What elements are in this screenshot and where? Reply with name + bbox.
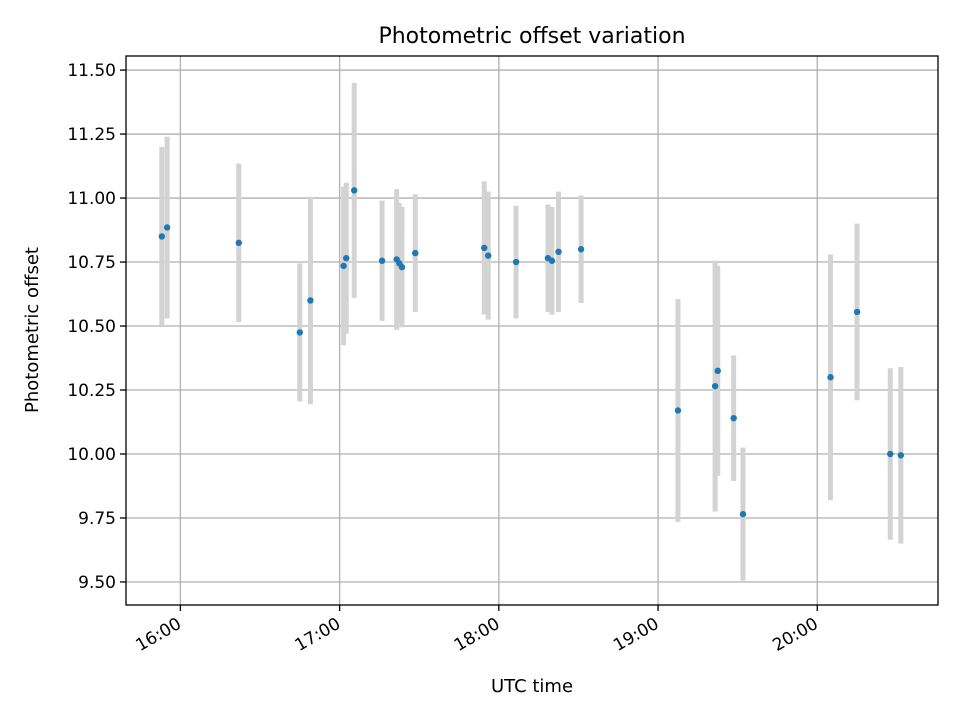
data-point bbox=[163, 224, 171, 231]
y-tick-label: 11.00 bbox=[67, 189, 116, 209]
data-point bbox=[853, 308, 861, 316]
data-point bbox=[714, 367, 721, 375]
data-point bbox=[158, 233, 166, 240]
data-point bbox=[674, 407, 682, 414]
y-tick-label: 10.25 bbox=[67, 381, 116, 401]
data-point bbox=[340, 262, 347, 270]
data-point bbox=[378, 257, 386, 264]
data-point bbox=[887, 450, 894, 458]
data-point bbox=[412, 249, 419, 257]
data-point bbox=[481, 244, 488, 252]
y-tick-label: 9.75 bbox=[78, 509, 116, 529]
y-tick-label: 10.75 bbox=[67, 253, 116, 273]
data-point bbox=[730, 414, 737, 422]
y-axis: 9.50 9.75 10.00 10.25 10.50 10.75 11.00 11.25 11… bbox=[67, 61, 126, 593]
data-point bbox=[548, 257, 556, 264]
y-tick-label: 10.50 bbox=[67, 317, 116, 337]
y-axis-label: Photometric offset bbox=[22, 247, 43, 413]
y-tick-label: 11.25 bbox=[67, 125, 116, 145]
data-point bbox=[351, 187, 358, 194]
data-point bbox=[235, 239, 242, 247]
data-point bbox=[485, 252, 492, 259]
data-point bbox=[711, 382, 719, 390]
y-tick-label: 11.50 bbox=[67, 61, 116, 81]
y-tick-label: 9.50 bbox=[78, 573, 116, 593]
data-point bbox=[555, 248, 562, 255]
plot-frame bbox=[125, 55, 939, 606]
data-point bbox=[512, 258, 520, 266]
grid-layer bbox=[126, 56, 938, 605]
data-point bbox=[296, 329, 304, 336]
data-point bbox=[897, 452, 905, 459]
data-point bbox=[739, 510, 747, 518]
y-tick-label: 10.00 bbox=[67, 445, 116, 465]
chart-title: Photometric offset variation bbox=[378, 24, 685, 49]
data-point bbox=[577, 246, 585, 253]
x-axis-label: UTC time bbox=[491, 676, 573, 697]
plot-area-background bbox=[126, 56, 938, 605]
data-point bbox=[343, 254, 350, 262]
data-point bbox=[307, 297, 314, 304]
data-point bbox=[398, 263, 406, 271]
point-layer bbox=[158, 187, 905, 518]
data-point bbox=[827, 374, 834, 381]
